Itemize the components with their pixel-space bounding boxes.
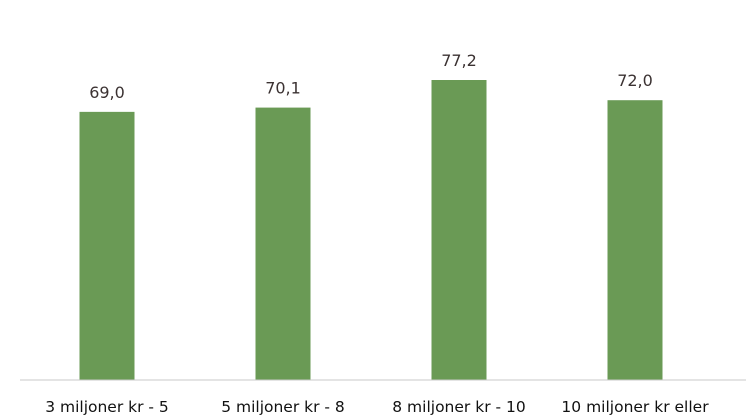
data-label-1: 69,0 — [89, 83, 125, 102]
data-label-2: 70,1 — [265, 79, 301, 98]
bar-3 — [431, 80, 487, 380]
category-label-3: 8 miljoner kr - 10 — [392, 398, 525, 416]
data-label-3: 77,2 — [441, 51, 477, 70]
data-labels-group: 69,0 70,1 77,2 72,0 — [89, 51, 653, 102]
bar-2 — [255, 107, 311, 381]
bar-1 — [79, 111, 135, 380]
bar-4 — [607, 100, 663, 381]
data-label-4: 72,0 — [617, 71, 653, 90]
category-label-2: 5 miljoner kr - 8 — [221, 398, 345, 416]
bars-group — [79, 80, 663, 381]
category-labels-group: 3 miljoner kr - 5 5 miljoner kr - 8 8 milj… — [45, 398, 709, 416]
category-label-1: 3 miljoner kr - 5 — [45, 398, 169, 416]
category-label-4: 10 miljoner kr eller — [561, 398, 709, 416]
